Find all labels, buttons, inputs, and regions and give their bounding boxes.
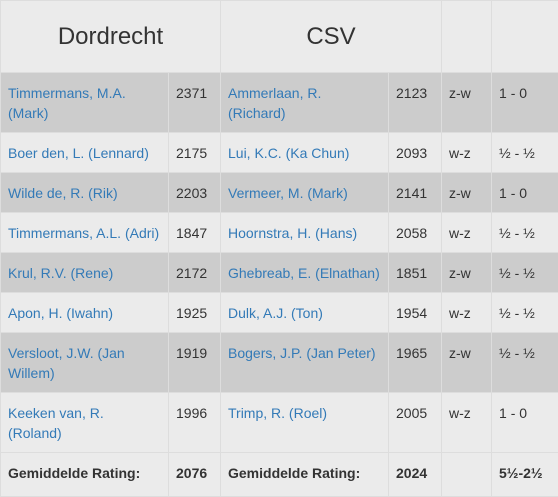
average-rating-row: Gemiddelde Rating: 2076 Gemiddelde Ratin… [1,453,558,497]
colors-cell: w-z [442,293,492,333]
home-player-link[interactable]: Apon, H. (Iwahn) [8,305,113,321]
result-cell: ½ - ½ [492,293,558,333]
table-row: Apon, H. (Iwahn) 1925 Dulk, A.J. (Ton) 1… [1,293,558,333]
table-row: Keeken van, R. (Roland) 1996 Trimp, R. (… [1,393,558,453]
home-player-link[interactable]: Wilde de, R. (Rik) [8,185,118,201]
away-player-link[interactable]: Lui, K.C. (Ka Chun) [228,145,349,161]
table-row: Versloot, J.W. (Jan Willem) 1919 Bogers,… [1,333,558,393]
home-rating: 2203 [169,173,221,213]
away-average-label: Gemiddelde Rating: [221,453,389,497]
table-row: Wilde de, R. (Rik) 2203 Vermeer, M. (Mar… [1,173,558,213]
result-cell: 1 - 0 [492,173,558,213]
home-rating: 2371 [169,73,221,133]
colors-cell: z-w [442,73,492,133]
away-player-link[interactable]: Ammerlaan, R. (Richard) [228,85,321,121]
colors-cell: w-z [442,213,492,253]
result-cell: 1 - 0 [492,73,558,133]
result-cell: ½ - ½ [492,333,558,393]
result-cell: 1 - 0 [492,393,558,453]
away-player-link[interactable]: Trimp, R. (Roel) [228,405,327,421]
footer-empty-cell [442,453,492,497]
away-rating: 2093 [389,133,442,173]
home-rating: 1847 [169,213,221,253]
colors-cell: z-w [442,173,492,213]
away-rating: 2141 [389,173,442,213]
away-rating: 2123 [389,73,442,133]
home-player-link[interactable]: Timmermans, M.A. (Mark) [8,85,126,121]
colors-cell: w-z [442,133,492,173]
result-cell: ½ - ½ [492,133,558,173]
home-rating: 2172 [169,253,221,293]
colors-cell: z-w [442,333,492,393]
home-player-link[interactable]: Timmermans, A.L. (Adri) [8,225,159,241]
colors-cell: z-w [442,253,492,293]
home-player-link[interactable]: Keeken van, R. (Roland) [8,405,104,441]
colors-cell: w-z [442,393,492,453]
away-player-link[interactable]: Dulk, A.J. (Ton) [228,305,323,321]
table-row: Timmermans, A.L. (Adri) 1847 Hoornstra, … [1,213,558,253]
away-player-link[interactable]: Hoornstra, H. (Hans) [228,225,357,241]
home-rating: 2175 [169,133,221,173]
away-player-link[interactable]: Vermeer, M. (Mark) [228,185,348,201]
away-player-link[interactable]: Ghebreab, E. (Elnathan) [228,265,380,281]
result-cell: ½ - ½ [492,213,558,253]
home-rating: 1919 [169,333,221,393]
table-header: Dordrecht CSV [1,1,558,73]
home-rating: 1996 [169,393,221,453]
home-average-rating: 2076 [169,453,221,497]
result-heading [492,1,558,73]
home-player-link[interactable]: Krul, R.V. (Rene) [8,265,113,281]
table-row: Krul, R.V. (Rene) 2172 Ghebreab, E. (Eln… [1,253,558,293]
away-rating: 1954 [389,293,442,333]
away-rating: 1965 [389,333,442,393]
away-average-rating: 2024 [389,453,442,497]
away-rating: 1851 [389,253,442,293]
home-player-link[interactable]: Versloot, J.W. (Jan Willem) [8,345,125,381]
away-rating: 2005 [389,393,442,453]
home-team-heading: Dordrecht [1,1,221,73]
away-team-heading: CSV [221,1,442,73]
total-score: 5½-2½ [492,453,558,497]
table-row: Boer den, L. (Lennard) 2175 Lui, K.C. (K… [1,133,558,173]
away-rating: 2058 [389,213,442,253]
home-average-label: Gemiddelde Rating: [1,453,169,497]
table-row: Timmermans, M.A. (Mark) 2371 Ammerlaan, … [1,73,558,133]
home-player-link[interactable]: Boer den, L. (Lennard) [8,145,149,161]
home-rating: 1925 [169,293,221,333]
result-cell: ½ - ½ [492,253,558,293]
away-player-link[interactable]: Bogers, J.P. (Jan Peter) [228,345,376,361]
colors-heading [442,1,492,73]
